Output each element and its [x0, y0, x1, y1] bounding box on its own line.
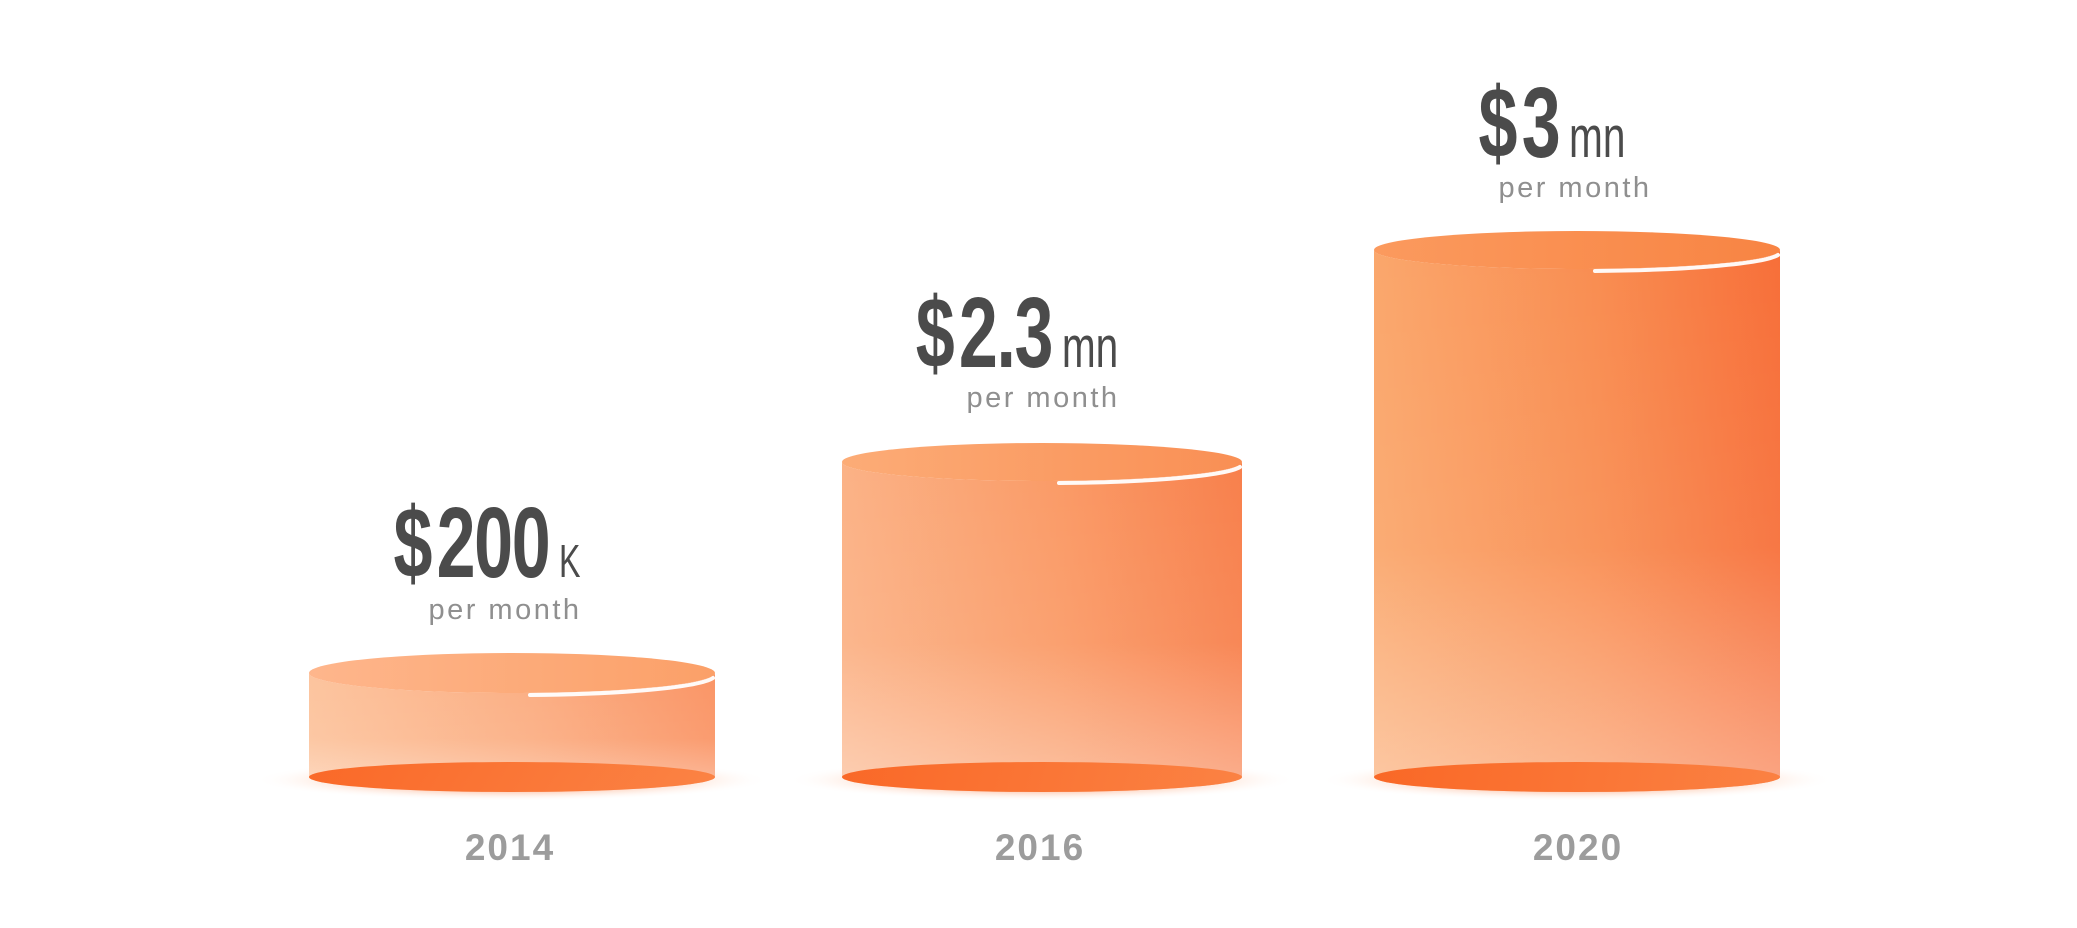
- value-suffix: mn: [1569, 105, 1626, 170]
- value-label-2014: $ 200 K: [393, 493, 580, 593]
- cylinder-top-2014: [309, 653, 715, 693]
- cylinder-wall-sheen-2016: [842, 462, 1242, 792]
- value-caption-2016: per month: [966, 382, 1120, 414]
- category-label-2016: 2016: [994, 827, 1086, 868]
- cylinder-2016: [787, 443, 1297, 801]
- value-suffix: K: [559, 535, 581, 587]
- category-label-2020: 2020: [1532, 827, 1624, 868]
- cylinder-base-disc-2014: [309, 762, 715, 792]
- cylinder-wall-sheen-2014: [309, 673, 715, 792]
- currency-symbol: $: [393, 487, 432, 599]
- cylinder-wall-sheen-2020: [1374, 250, 1780, 792]
- cylinder-2020: [1319, 231, 1835, 801]
- value-label-2016: $ 2.3 mn: [916, 283, 1118, 383]
- rim-highlight-2014: [528, 676, 715, 697]
- value-caption-2020: per month: [1498, 172, 1652, 204]
- value-suffix: mn: [1061, 315, 1119, 380]
- value-number: 200: [436, 487, 551, 599]
- value-number: 3: [1521, 67, 1561, 179]
- cylinder-top-2020: [1374, 231, 1780, 269]
- currency-symbol: $: [915, 277, 955, 389]
- rim-highlight-2016: [1057, 465, 1242, 485]
- category-label-2014: 2014: [464, 827, 556, 868]
- cylinder-top-2016: [842, 443, 1242, 481]
- cylinder-base-disc-2016: [842, 762, 1242, 792]
- value-caption-2014: per month: [428, 594, 582, 626]
- currency-symbol: $: [1478, 67, 1518, 179]
- value-label-2020: $ 3 mn: [1479, 73, 1626, 173]
- rim-highlight-2020: [1593, 253, 1780, 273]
- cylinder-base-disc-2020: [1374, 762, 1780, 792]
- cylinder-2014: [254, 653, 770, 801]
- value-number: 2.3: [958, 277, 1054, 389]
